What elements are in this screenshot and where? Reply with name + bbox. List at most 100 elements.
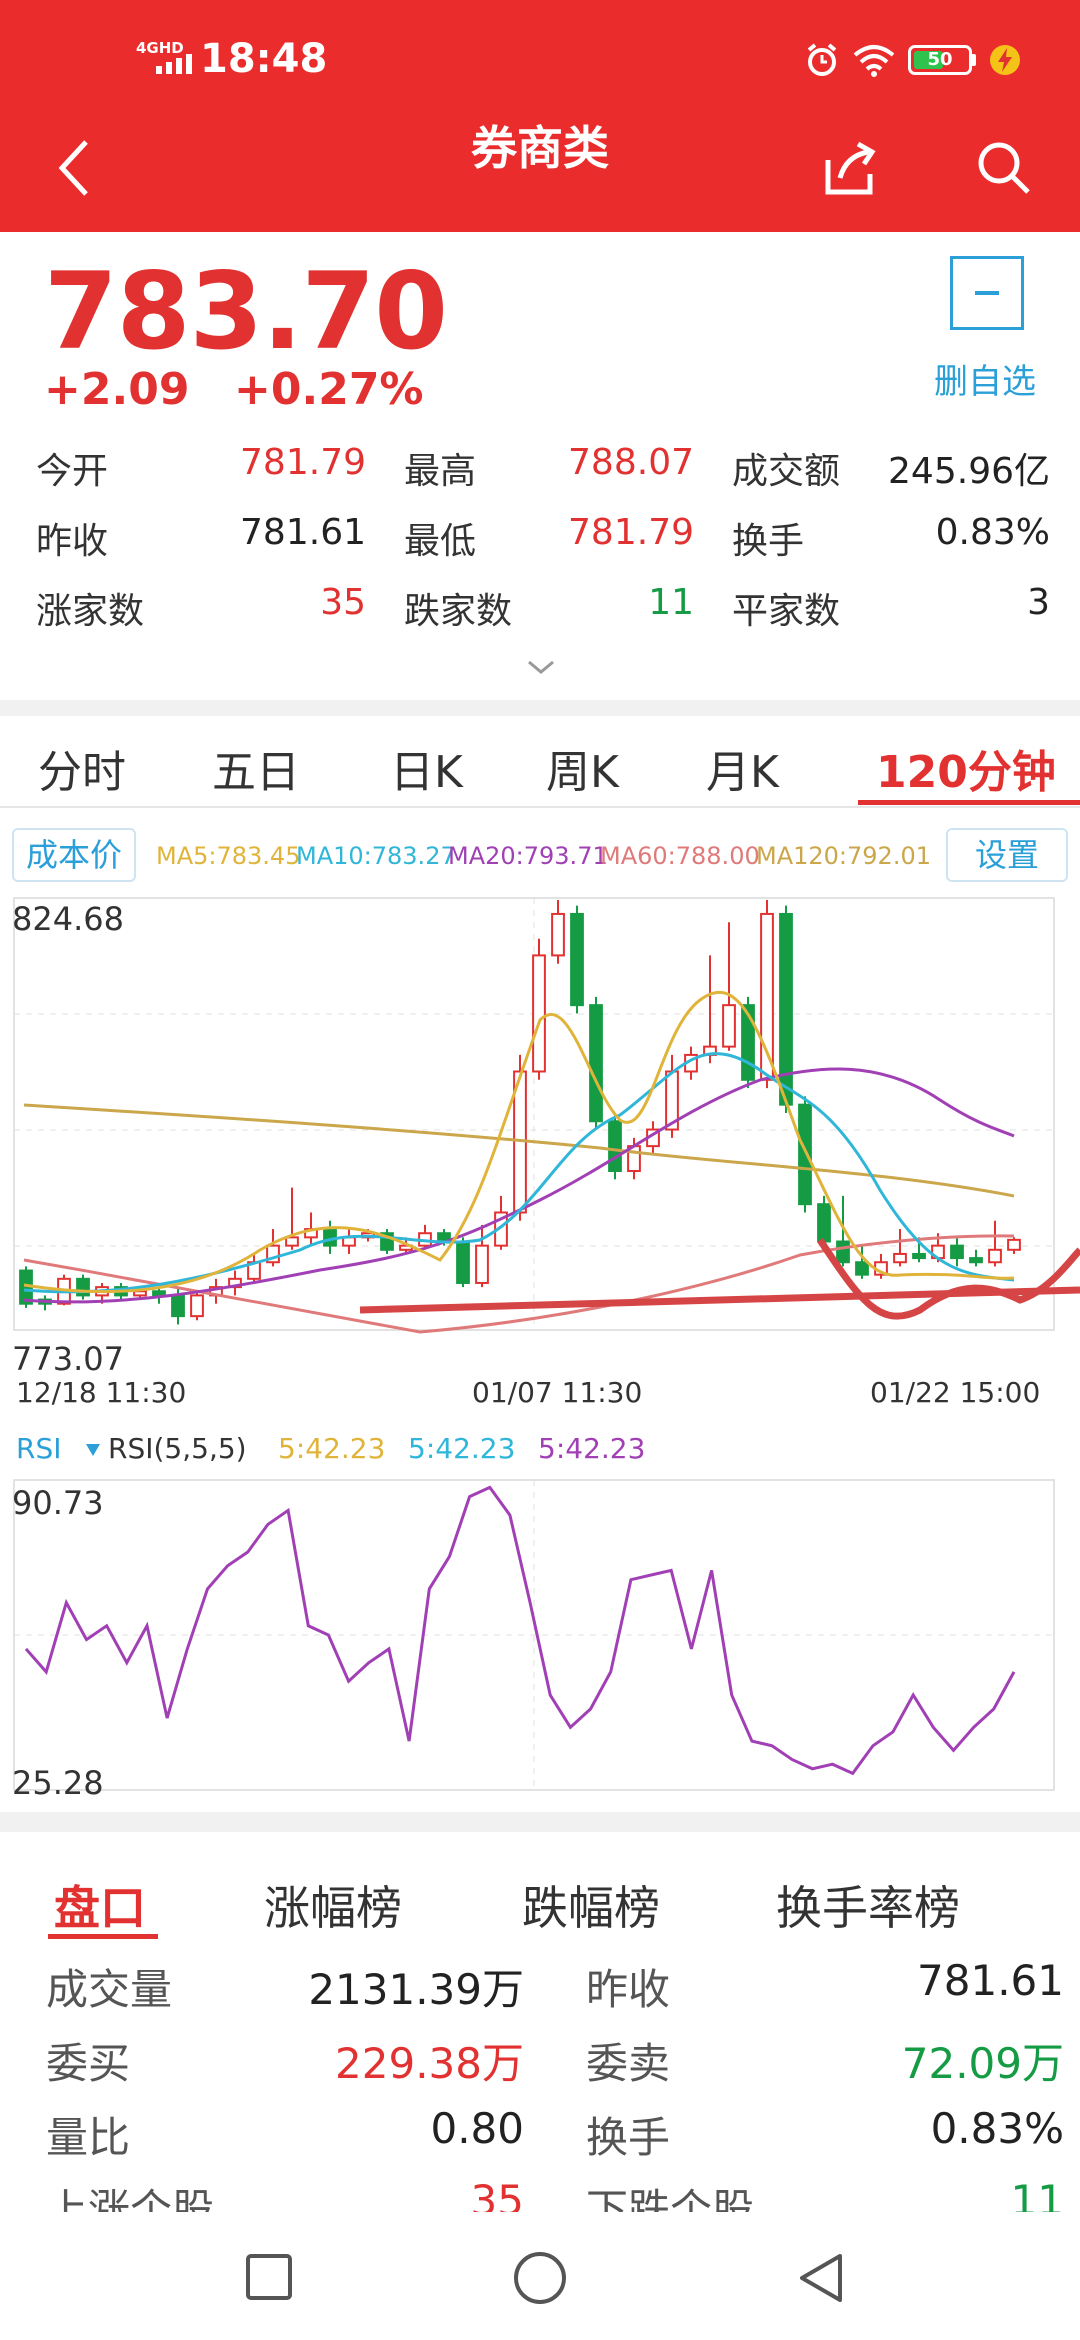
tab-turnover[interactable]: 换手率榜 [776, 1881, 960, 1935]
battery-level [914, 51, 943, 69]
panel-value: 2131.39万 [308, 1965, 524, 2014]
chevron-down-icon[interactable] [526, 652, 556, 682]
battery-tip [972, 54, 976, 66]
rsi1-value: 5:42.23 [278, 1432, 386, 1465]
status-icons: 50 [804, 40, 1022, 80]
candle-body [798, 1103, 812, 1206]
candle-body [950, 1244, 964, 1260]
tab-period-daily[interactable]: 日K [390, 747, 463, 798]
stat-value: 0.83% [935, 512, 1050, 553]
tab-period-120min[interactable]: 120分钟 [876, 747, 1056, 798]
share-icon[interactable] [812, 130, 888, 206]
stat-value: 35 [320, 582, 366, 623]
stat-value: 781.61 [240, 512, 366, 553]
panel-value: 0.83% [930, 2104, 1064, 2153]
index-price: 783.70 [44, 250, 448, 373]
candle-body [969, 1257, 983, 1264]
candle-body [133, 1290, 147, 1297]
candle-body [285, 1236, 299, 1247]
panel-label: 委买 [46, 2039, 131, 2088]
candle-body [855, 1261, 869, 1276]
stat-value: 781.79 [240, 442, 366, 483]
candle-body [171, 1294, 185, 1318]
charging-icon [990, 45, 1020, 75]
chart-settings-button[interactable]: 设置 [946, 828, 1068, 882]
candle-body [475, 1244, 489, 1284]
panel-label: 昨收 [586, 1965, 671, 2014]
cost-price-button[interactable]: 成本价 [12, 828, 136, 882]
candle-body [817, 1203, 831, 1243]
stat-value: 781.79 [568, 512, 694, 553]
section-divider [0, 1812, 1080, 1832]
stat-label: 昨收 [36, 521, 109, 562]
panel-value: 781.61 [917, 1956, 1064, 2005]
y-axis-max-label: 824.68 [12, 900, 124, 938]
candle-body [551, 912, 565, 957]
x-axis-label: 01/22 15:00 [870, 1376, 1041, 1409]
candle-body [836, 1240, 850, 1264]
panel-value: 229.38万 [335, 2039, 524, 2088]
tab-order-book[interactable]: 盘口 [54, 1881, 146, 1935]
remove-watchlist-label[interactable]: 删自选 [934, 362, 1036, 402]
remove-watchlist-button[interactable] [950, 256, 1024, 330]
x-axis-label: 12/18 11:30 [16, 1376, 187, 1409]
panel-label: 委卖 [586, 2039, 671, 2088]
system-nav-bar [0, 2212, 1080, 2340]
page-title: 券商类 [471, 121, 609, 175]
candle-body [912, 1252, 926, 1260]
home-icon[interactable] [512, 2250, 568, 2306]
tab-period-monthly[interactable]: 月K [706, 747, 779, 798]
ma60-label: MA60:788.00 [600, 842, 760, 870]
rsi-indicator-selector[interactable]: RSI [16, 1432, 62, 1465]
rsi3-value: 5:42.23 [538, 1432, 646, 1465]
candle-body [190, 1294, 204, 1318]
tab-period-intraday[interactable]: 分时 [38, 747, 126, 798]
tab-period-5day[interactable]: 五日 [212, 747, 300, 798]
stat-label: 涨家数 [36, 591, 145, 632]
price-change-pct: +0.27% [234, 364, 424, 415]
rsi-chart[interactable] [0, 1420, 1080, 1800]
caret-down-icon[interactable] [86, 1444, 100, 1456]
network-label: 4GHD [136, 39, 184, 57]
candle-body [893, 1252, 907, 1264]
rsi-params: RSI(5,5,5) [108, 1432, 247, 1465]
ma120-label: MA120:792.01 [756, 842, 931, 870]
ma5-label: MA5:783.45 [156, 842, 301, 870]
x-axis-label: 01/07 11:30 [472, 1376, 643, 1409]
stat-value: 11 [648, 582, 694, 623]
tab-period-weekly[interactable]: 周K [546, 747, 619, 798]
rsi-line [24, 1485, 1016, 1776]
section-divider [0, 700, 1080, 716]
tab-gainers[interactable]: 涨幅榜 [264, 1881, 402, 1935]
candle-body [152, 1290, 166, 1297]
back-icon[interactable] [794, 2250, 850, 2306]
stat-label: 跌家数 [404, 591, 513, 632]
rsi2-value: 5:42.23 [408, 1432, 516, 1465]
rsi-y-min-label: 25.28 [12, 1764, 104, 1802]
candle-body [494, 1211, 508, 1247]
stat-label: 成交额 [732, 451, 841, 492]
ma10-label: MA10:783.27 [296, 842, 456, 870]
candle-body [532, 954, 546, 1073]
search-icon[interactable] [966, 130, 1042, 206]
panel-label: 换手 [586, 2113, 671, 2162]
candle-body [266, 1244, 280, 1264]
panel-value: 72.09万 [901, 2039, 1064, 2088]
panel-label: 成交量 [46, 1965, 173, 2014]
panel-value: 0.80 [430, 2104, 524, 2153]
price-change: +2.09 [44, 364, 190, 415]
recent-apps-icon[interactable] [244, 2252, 294, 2302]
network-indicator: 4GHD [136, 40, 192, 76]
tab-divider [0, 806, 1080, 808]
wifi-icon [853, 45, 895, 77]
back-arrow-icon[interactable] [34, 130, 110, 206]
stat-label: 平家数 [732, 591, 841, 632]
active-tab-indicator [48, 1934, 158, 1939]
candlestick-chart[interactable] [0, 880, 1080, 1420]
battery-icon: 50 [908, 45, 976, 75]
ma10-line [23, 1052, 1015, 1294]
candle-body [988, 1248, 1002, 1264]
tab-losers[interactable]: 跌幅榜 [522, 1881, 660, 1935]
status-time: 18:48 [200, 36, 328, 82]
battery-text: 50 [927, 49, 953, 70]
